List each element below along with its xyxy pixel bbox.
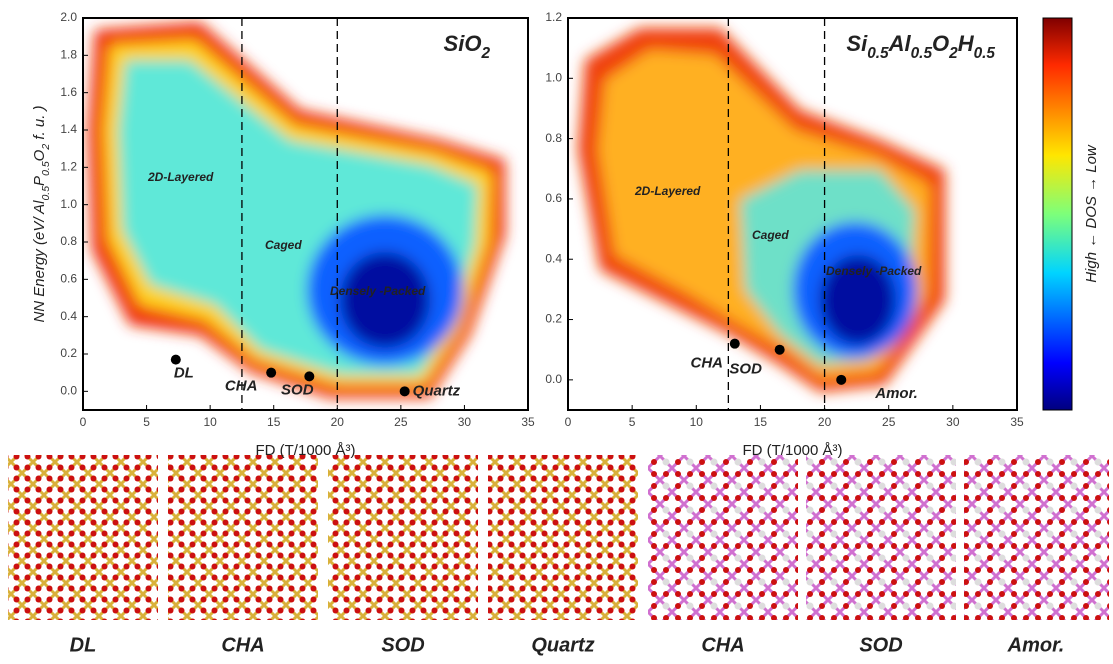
point-label: SOD xyxy=(281,381,314,398)
x-tick-label: 15 xyxy=(267,415,281,429)
y-tick-label: 0.6 xyxy=(545,191,562,205)
data-point xyxy=(729,338,740,349)
chart-title: SiO2 xyxy=(444,31,491,62)
y-tick-label: 0.2 xyxy=(60,346,77,360)
text-part: Al xyxy=(888,31,912,56)
x-tick-label: 5 xyxy=(629,415,636,429)
text-part: H xyxy=(958,31,975,56)
x-tick-label: 25 xyxy=(394,415,408,429)
text-part: 0.5 xyxy=(40,186,52,201)
structure-images xyxy=(8,455,1109,620)
structure-image xyxy=(488,455,638,620)
chart-title: Si0.5Al0.5O2H0.5 xyxy=(846,31,995,62)
x-tick-label: 25 xyxy=(882,415,896,429)
x-tick-label: 0 xyxy=(565,415,572,429)
y-tick-label: 1.0 xyxy=(60,197,77,211)
structure-image xyxy=(806,455,956,620)
text-part: 0.5 xyxy=(974,45,996,62)
colorbar-label: High ← DOS → Low xyxy=(1083,144,1100,283)
y-tick-label: 1.2 xyxy=(60,160,77,174)
x-axis-label: FD (T/1000 Å³) xyxy=(255,442,355,459)
y-tick-label: 2.0 xyxy=(60,10,77,24)
structure-image xyxy=(168,455,318,620)
data-point xyxy=(774,344,785,355)
point-label: Quartz xyxy=(413,382,461,399)
y-tick-label: 1.6 xyxy=(60,85,77,99)
structure-label: CHA xyxy=(701,634,744,656)
region-label: 2D-Layered xyxy=(147,170,214,184)
data-point xyxy=(304,371,315,382)
text-part: Si xyxy=(846,31,868,56)
point-label: Amor. xyxy=(874,385,918,402)
text-part: 0.5 xyxy=(911,45,933,62)
density-map xyxy=(88,22,505,398)
structure-label: Amor. xyxy=(1007,634,1065,656)
point-label: CHA xyxy=(691,355,724,372)
y-tick-label: 0.0 xyxy=(60,384,77,398)
region-label: 2D-Layered xyxy=(634,184,701,198)
y-tick-label: 1.4 xyxy=(60,122,77,136)
y-tick-label: 0.4 xyxy=(545,251,562,265)
x-tick-label: 35 xyxy=(1010,415,1024,429)
data-point xyxy=(170,354,181,365)
structure-label: SOD xyxy=(381,634,424,656)
text-part: 0.5 xyxy=(867,45,889,62)
y-tick-label: 0.8 xyxy=(545,131,562,145)
structure-label: SOD xyxy=(859,634,902,656)
data-point xyxy=(266,367,277,378)
y-tick-label: 1.8 xyxy=(60,48,77,62)
x-tick-label: 20 xyxy=(818,415,832,429)
y-tick-label: 0.0 xyxy=(545,372,562,386)
data-point xyxy=(399,386,410,397)
text-part: 2 xyxy=(40,144,52,151)
text-part: P xyxy=(31,176,48,186)
y-tick-label: 0.2 xyxy=(545,312,562,326)
text-part: f. u. ) xyxy=(31,105,48,143)
colorbar xyxy=(1042,17,1073,411)
y-axis-label: NN Energy (eV/ Al0.5P0.5O2 f. u. ) xyxy=(31,105,52,322)
y-tick-label: 0.4 xyxy=(60,309,77,323)
x-tick-label: 30 xyxy=(458,415,472,429)
x-tick-label: 10 xyxy=(690,415,704,429)
structure-image xyxy=(964,455,1109,620)
structure-label: CHA xyxy=(221,634,264,656)
x-tick-label: 20 xyxy=(331,415,345,429)
text-part: O xyxy=(932,31,949,56)
text-part: 0.5 xyxy=(40,161,52,176)
y-tick-label: 1.0 xyxy=(545,70,562,84)
data-point xyxy=(836,374,847,385)
text-part: O xyxy=(31,149,48,161)
plot-frame xyxy=(567,17,1018,411)
y-tick-label: 0.8 xyxy=(60,234,77,248)
x-tick-label: 30 xyxy=(946,415,960,429)
x-tick-label: 0 xyxy=(80,415,87,429)
y-tick-label: 0.6 xyxy=(60,272,77,286)
point-label: CHA xyxy=(225,378,258,395)
plot-frame xyxy=(82,17,529,411)
structure-image xyxy=(8,455,158,620)
structure-image xyxy=(648,455,798,620)
text-part: SiO xyxy=(444,31,482,56)
text-part: 2 xyxy=(480,45,490,62)
region-label: Caged xyxy=(265,238,302,252)
x-tick-label: 35 xyxy=(521,415,535,429)
text-part: NN Energy (eV/ Al xyxy=(31,200,48,323)
x-axis-label: FD (T/1000 Å³) xyxy=(742,442,842,459)
region-label: Densely -Packed xyxy=(330,284,426,298)
structure-label: DL xyxy=(70,634,97,656)
structure-label: Quartz xyxy=(531,634,594,656)
x-tick-label: 5 xyxy=(143,415,150,429)
density-map xyxy=(578,28,945,392)
structure-image xyxy=(328,455,478,620)
y-tick-label: 1.2 xyxy=(545,10,562,24)
region-label: Caged xyxy=(752,228,789,242)
point-label: DL xyxy=(174,365,194,382)
text-part: 2 xyxy=(948,45,958,62)
x-tick-label: 10 xyxy=(203,415,217,429)
x-tick-label: 15 xyxy=(754,415,768,429)
point-label: SOD xyxy=(729,361,762,378)
region-label: Densely -Packed xyxy=(826,264,922,278)
